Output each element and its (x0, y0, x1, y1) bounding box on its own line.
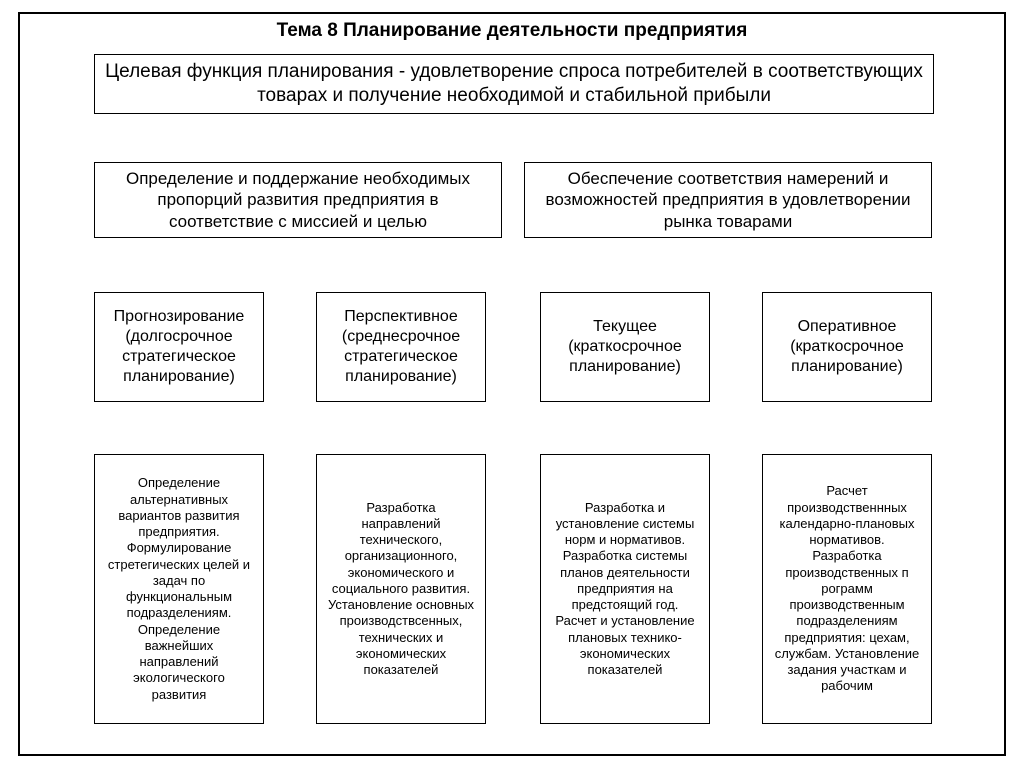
task-right-text: Обеспечение соответствия намерений и воз… (535, 168, 921, 232)
diagram-frame: Тема 8 Планирование деятельности предпри… (18, 12, 1006, 756)
desc-3-text: Разработка и установление системы норм и… (551, 500, 699, 679)
desc-1-text: Определение альтернативных вариантов раз… (105, 475, 253, 703)
desc-box-3: Разработка и установление системы норм и… (540, 454, 710, 724)
type-box-1: Прогнозирование (долгосрочное стратегиче… (94, 292, 264, 402)
goal-text: Целевая функция планирования - удовлетво… (105, 60, 923, 108)
task-box-right: Обеспечение соответствия намерений и воз… (524, 162, 932, 238)
desc-box-2: Разработка направлений технического, орг… (316, 454, 486, 724)
page-title: Тема 8 Планирование деятельности предпри… (20, 14, 1004, 42)
type-3-text: Текущее (краткосрочное планирование) (551, 317, 699, 377)
type-box-2: Перспективное (среднесрочное стратегичес… (316, 292, 486, 402)
type-box-3: Текущее (краткосрочное планирование) (540, 292, 710, 402)
desc-4-text: Расчет производственнных календарно-план… (773, 483, 921, 694)
desc-2-text: Разработка направлений технического, орг… (327, 500, 475, 679)
desc-box-4: Расчет производственнных календарно-план… (762, 454, 932, 724)
desc-box-1: Определение альтернативных вариантов раз… (94, 454, 264, 724)
task-box-left: Определение и поддержание необходимых пр… (94, 162, 502, 238)
goal-box: Целевая функция планирования - удовлетво… (94, 54, 934, 114)
task-left-text: Определение и поддержание необходимых пр… (105, 168, 491, 232)
type-1-text: Прогнозирование (долгосрочное стратегиче… (105, 307, 253, 387)
type-4-text: Оперативное (краткосрочное планирование) (773, 317, 921, 377)
type-2-text: Перспективное (среднесрочное стратегичес… (327, 307, 475, 387)
type-box-4: Оперативное (краткосрочное планирование) (762, 292, 932, 402)
